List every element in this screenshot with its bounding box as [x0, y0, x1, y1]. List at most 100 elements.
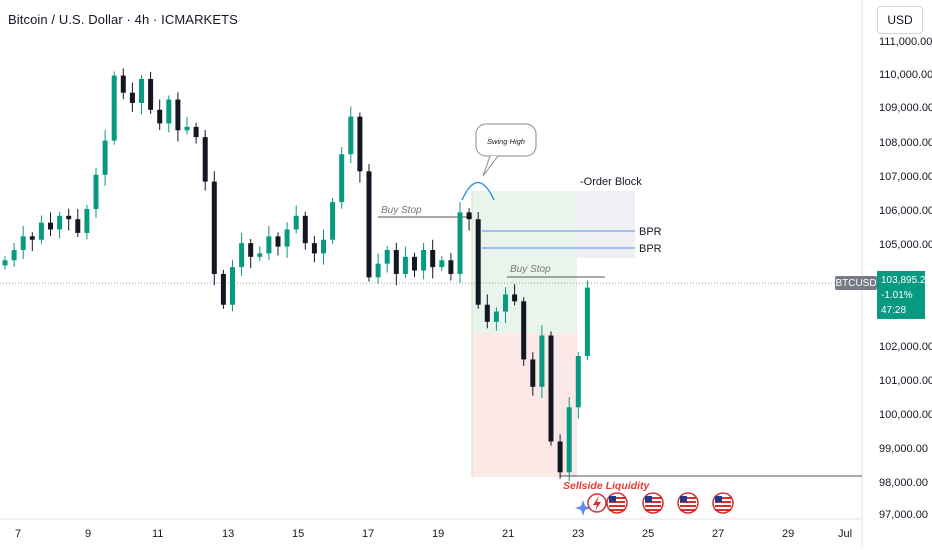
candle-body	[375, 263, 381, 278]
currency-button[interactable]: USD	[877, 6, 923, 34]
candle-body	[275, 236, 281, 247]
candle-body	[129, 92, 135, 103]
candle-body	[139, 79, 144, 103]
candle-body	[384, 250, 390, 264]
price-axis[interactable]: 111,000.00 110,000.00 109,000.00 108,000…	[879, 36, 932, 521]
candle-body	[11, 250, 17, 261]
candle-body	[184, 126, 190, 131]
candle-body	[284, 229, 290, 247]
time-tick: 13	[222, 528, 234, 540]
us-flag-event-icon[interactable]	[712, 492, 734, 514]
candles-group	[2, 68, 590, 482]
price-tick: 108,000.00	[879, 137, 932, 149]
bar-countdown: 47:28	[881, 305, 907, 316]
candle-body	[29, 236, 35, 240]
price-tick: 111,000.00	[879, 36, 932, 48]
event-icons[interactable]	[575, 492, 734, 516]
time-tick: 21	[502, 528, 514, 540]
candle-body	[239, 243, 245, 268]
candle-body	[530, 359, 536, 387]
candle-body	[475, 219, 481, 305]
candle-body	[38, 222, 44, 240]
price-tick: 100,000.00	[879, 409, 932, 421]
candle-body	[66, 215, 72, 220]
lightning-event-icon[interactable]	[587, 493, 607, 513]
order-block-label: -Order Block	[580, 176, 642, 188]
candle-body	[202, 137, 208, 182]
candle-body	[539, 335, 545, 387]
candle-body	[493, 311, 499, 322]
candle-body	[311, 243, 317, 254]
candle-body	[366, 171, 372, 278]
price-tick: 110,000.00	[879, 69, 932, 81]
candle-body	[402, 256, 408, 274]
candle-body	[148, 79, 154, 110]
swing-high-arc	[461, 181, 495, 201]
candle-body	[48, 222, 53, 230]
time-tick: 15	[292, 528, 304, 540]
time-tick: 7	[15, 528, 21, 540]
candle-body	[348, 116, 354, 155]
candle-body	[430, 250, 436, 268]
candle-body	[548, 335, 554, 442]
price-tick: 102,000.00	[879, 341, 932, 353]
price-tick: 97,000.00	[879, 509, 928, 521]
time-tick: 25	[642, 528, 654, 540]
buy-stop-label-2: Buy Stop	[510, 264, 551, 275]
candle-body	[257, 253, 263, 257]
price-tick: 109,000.00	[879, 102, 932, 114]
candle-body	[421, 250, 427, 271]
candle-body	[484, 304, 490, 322]
candle-body	[512, 294, 518, 302]
time-tick: 11	[152, 528, 163, 540]
candle-body	[584, 287, 590, 357]
candle-body	[321, 239, 326, 254]
symbol-tag: BTCUSD	[835, 276, 877, 290]
candle-body	[2, 260, 8, 266]
chart-title: Bitcoin / U.S. Dollar · 4h · ICMARKETS	[8, 12, 238, 27]
us-flag-event-icon[interactable]	[677, 492, 699, 514]
candle-body	[439, 260, 445, 268]
candle-body	[84, 208, 90, 233]
price-tick: 107,000.00	[879, 171, 932, 183]
candle-body	[357, 116, 363, 172]
candle-body	[393, 250, 399, 274]
swing-high-bubble	[475, 123, 537, 157]
candle-body	[266, 236, 272, 254]
candle-body	[75, 219, 81, 233]
candle-body	[457, 212, 463, 274]
candle-body	[503, 294, 508, 312]
bpr-label-1: BPR	[639, 226, 662, 238]
time-tick: 17	[362, 528, 374, 540]
us-flag-event-icon[interactable]	[606, 492, 628, 514]
bpr-label-2: BPR	[639, 243, 662, 255]
candle-body	[166, 99, 172, 124]
candle-body	[120, 75, 126, 93]
sparkle-icon[interactable]	[575, 500, 591, 516]
candle-body	[20, 236, 26, 250]
candle-body	[302, 215, 308, 244]
last-price-tag: 103,895.22 -1.01% 47:28	[877, 271, 932, 319]
candle-body	[175, 99, 181, 131]
candle-body	[448, 260, 454, 274]
candle-body	[466, 212, 472, 220]
buy-stop-label-1: Buy Stop	[381, 205, 422, 216]
swing-high-bubble-tail	[482, 155, 499, 177]
price-tick: 106,000.00	[879, 205, 932, 217]
candle-body	[575, 356, 581, 408]
candle-body	[293, 215, 299, 230]
price-tick: 99,000.00	[879, 443, 928, 455]
price-tick: 105,000.00	[879, 239, 932, 251]
candle-body	[521, 301, 527, 360]
time-tick: 27	[712, 528, 724, 540]
time-tick: 23	[572, 528, 584, 540]
us-flag-event-icon[interactable]	[642, 492, 664, 514]
candle-body	[566, 407, 572, 473]
candle-body	[220, 273, 226, 305]
last-price-value: 103,895.22	[881, 275, 932, 286]
candle-body	[57, 215, 63, 230]
time-axis[interactable]: 7 9 11 13 15 17 19 21 23 25 27 29 Jul	[15, 528, 852, 540]
candle-body	[412, 256, 417, 271]
time-tick: 19	[432, 528, 444, 540]
